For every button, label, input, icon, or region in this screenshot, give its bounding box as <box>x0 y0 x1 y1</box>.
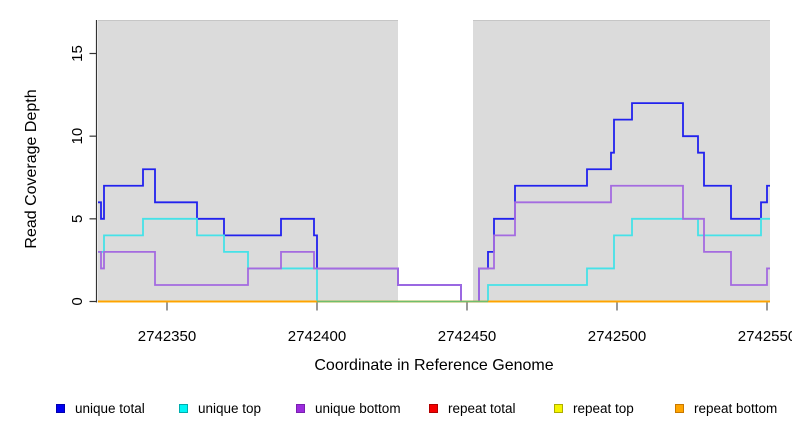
plot-background-region <box>473 20 770 302</box>
x-tick-label: 2742450 <box>438 328 496 345</box>
x-tick-label: 2742350 <box>138 328 196 345</box>
y-tick-label: 10 <box>69 128 86 145</box>
y-tick-label: 5 <box>69 215 86 223</box>
x-axis-title: Coordinate in Reference Genome <box>314 357 554 374</box>
x-tick-label: 2742500 <box>588 328 646 345</box>
x-tick-label: 2742550 <box>738 328 792 345</box>
y-axis-title: Read Coverage Depth <box>23 89 40 249</box>
x-tick-label: 2742400 <box>288 328 346 345</box>
y-tick-label: 15 <box>69 45 86 62</box>
series-unique-total <box>98 102 770 303</box>
y-tick-label: 0 <box>69 297 86 305</box>
